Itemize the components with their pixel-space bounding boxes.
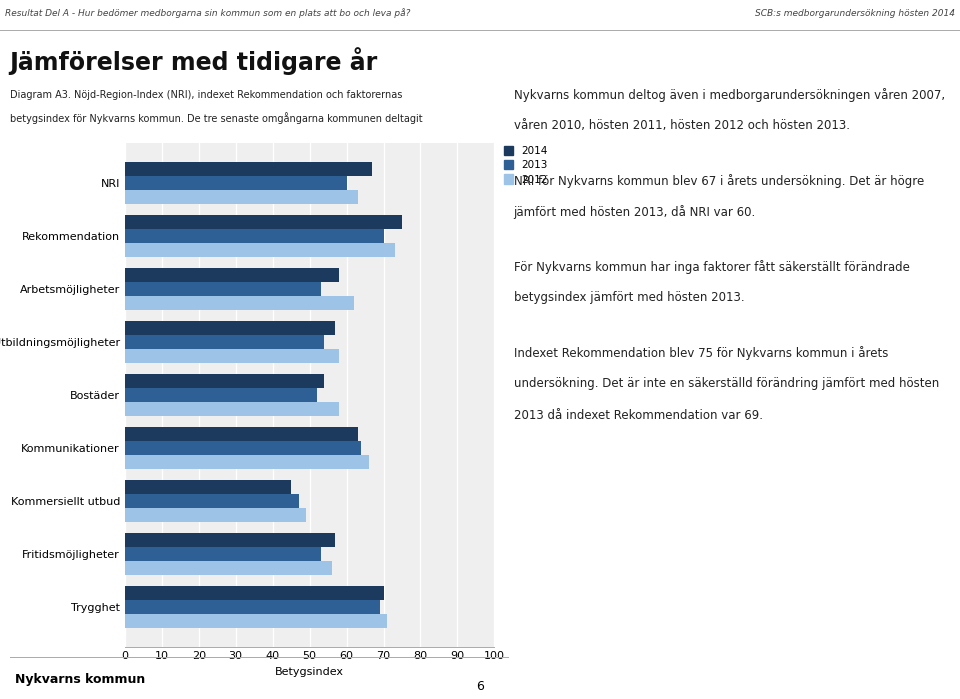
Text: För Nykvarns kommun har inga faktorer fått säkerställt förändrade: För Nykvarns kommun har inga faktorer få… <box>514 260 909 273</box>
Text: Indexet Rekommendation blev 75 för Nykvarns kommun i årets: Indexet Rekommendation blev 75 för Nykva… <box>514 346 888 359</box>
Text: SCB:s medborgarundersökning hösten 2014: SCB:s medborgarundersökning hösten 2014 <box>756 9 955 17</box>
Bar <box>125 322 335 335</box>
Bar <box>125 427 358 441</box>
Bar <box>125 533 335 547</box>
Bar <box>125 586 384 600</box>
Text: Nykvarns kommun: Nykvarns kommun <box>14 673 145 686</box>
Text: Jämförelser med tidigare år: Jämförelser med tidigare år <box>10 48 378 75</box>
Bar <box>125 507 306 521</box>
Text: Resultat Del A - Hur bedömer medborgarna sin kommun som en plats att bo och leva: Resultat Del A - Hur bedömer medborgarna… <box>5 8 410 18</box>
Bar <box>125 600 380 614</box>
Bar <box>125 229 384 243</box>
Bar <box>125 402 339 416</box>
Text: våren 2010, hösten 2011, hösten 2012 och hösten 2013.: våren 2010, hösten 2011, hösten 2012 och… <box>514 120 850 132</box>
Text: betygsindex för Nykvarns kommun. De tre senaste omgångarna kommunen deltagit: betygsindex för Nykvarns kommun. De tre … <box>10 113 422 124</box>
Bar <box>125 614 387 628</box>
Text: NRI för Nykvarns kommun blev 67 i årets undersökning. Det är högre: NRI för Nykvarns kommun blev 67 i årets … <box>514 174 924 187</box>
Bar <box>125 190 358 203</box>
Bar <box>125 374 324 388</box>
Bar <box>125 494 299 507</box>
Text: Nykvarns kommun deltog även i medborgarundersökningen våren 2007,: Nykvarns kommun deltog även i medborgaru… <box>514 88 945 101</box>
Text: jämfört med hösten 2013, då NRI var 60.: jämfört med hösten 2013, då NRI var 60. <box>514 206 756 219</box>
X-axis label: Betygsindex: Betygsindex <box>276 667 344 677</box>
Bar <box>125 162 372 176</box>
Bar <box>125 388 317 402</box>
Bar <box>125 349 339 363</box>
Legend: 2014, 2013, 2012: 2014, 2013, 2012 <box>499 141 552 189</box>
Text: 2013 då indexet Rekommendation var 69.: 2013 då indexet Rekommendation var 69. <box>514 409 762 421</box>
Bar <box>125 296 354 310</box>
Text: undersökning. Det är inte en säkerställd förändring jämfört med hösten: undersökning. Det är inte en säkerställd… <box>514 377 939 390</box>
Bar <box>125 215 402 229</box>
Text: betygsindex jämfört med hösten 2013.: betygsindex jämfört med hösten 2013. <box>514 291 744 304</box>
Bar <box>125 441 361 455</box>
Text: Diagram A3. Nöjd-Region-Index (NRI), indexet Rekommendation och faktorernas: Diagram A3. Nöjd-Region-Index (NRI), ind… <box>10 89 402 100</box>
Bar <box>125 335 324 349</box>
Bar <box>125 243 395 257</box>
Bar <box>125 176 347 190</box>
Bar <box>125 282 321 296</box>
Bar <box>125 480 291 494</box>
Bar <box>125 561 332 575</box>
Text: 6: 6 <box>476 680 484 693</box>
Bar <box>125 455 369 468</box>
Bar <box>125 268 339 282</box>
Bar <box>125 547 321 561</box>
